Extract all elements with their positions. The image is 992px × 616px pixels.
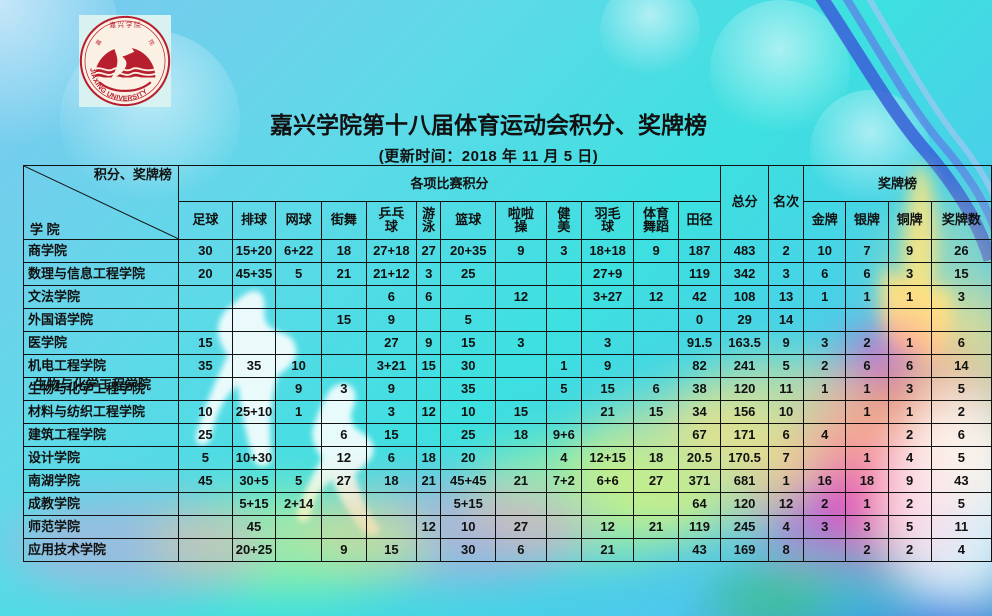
svg-text:嘉 兴 学 院: 嘉 兴 学 院 [109,20,141,29]
